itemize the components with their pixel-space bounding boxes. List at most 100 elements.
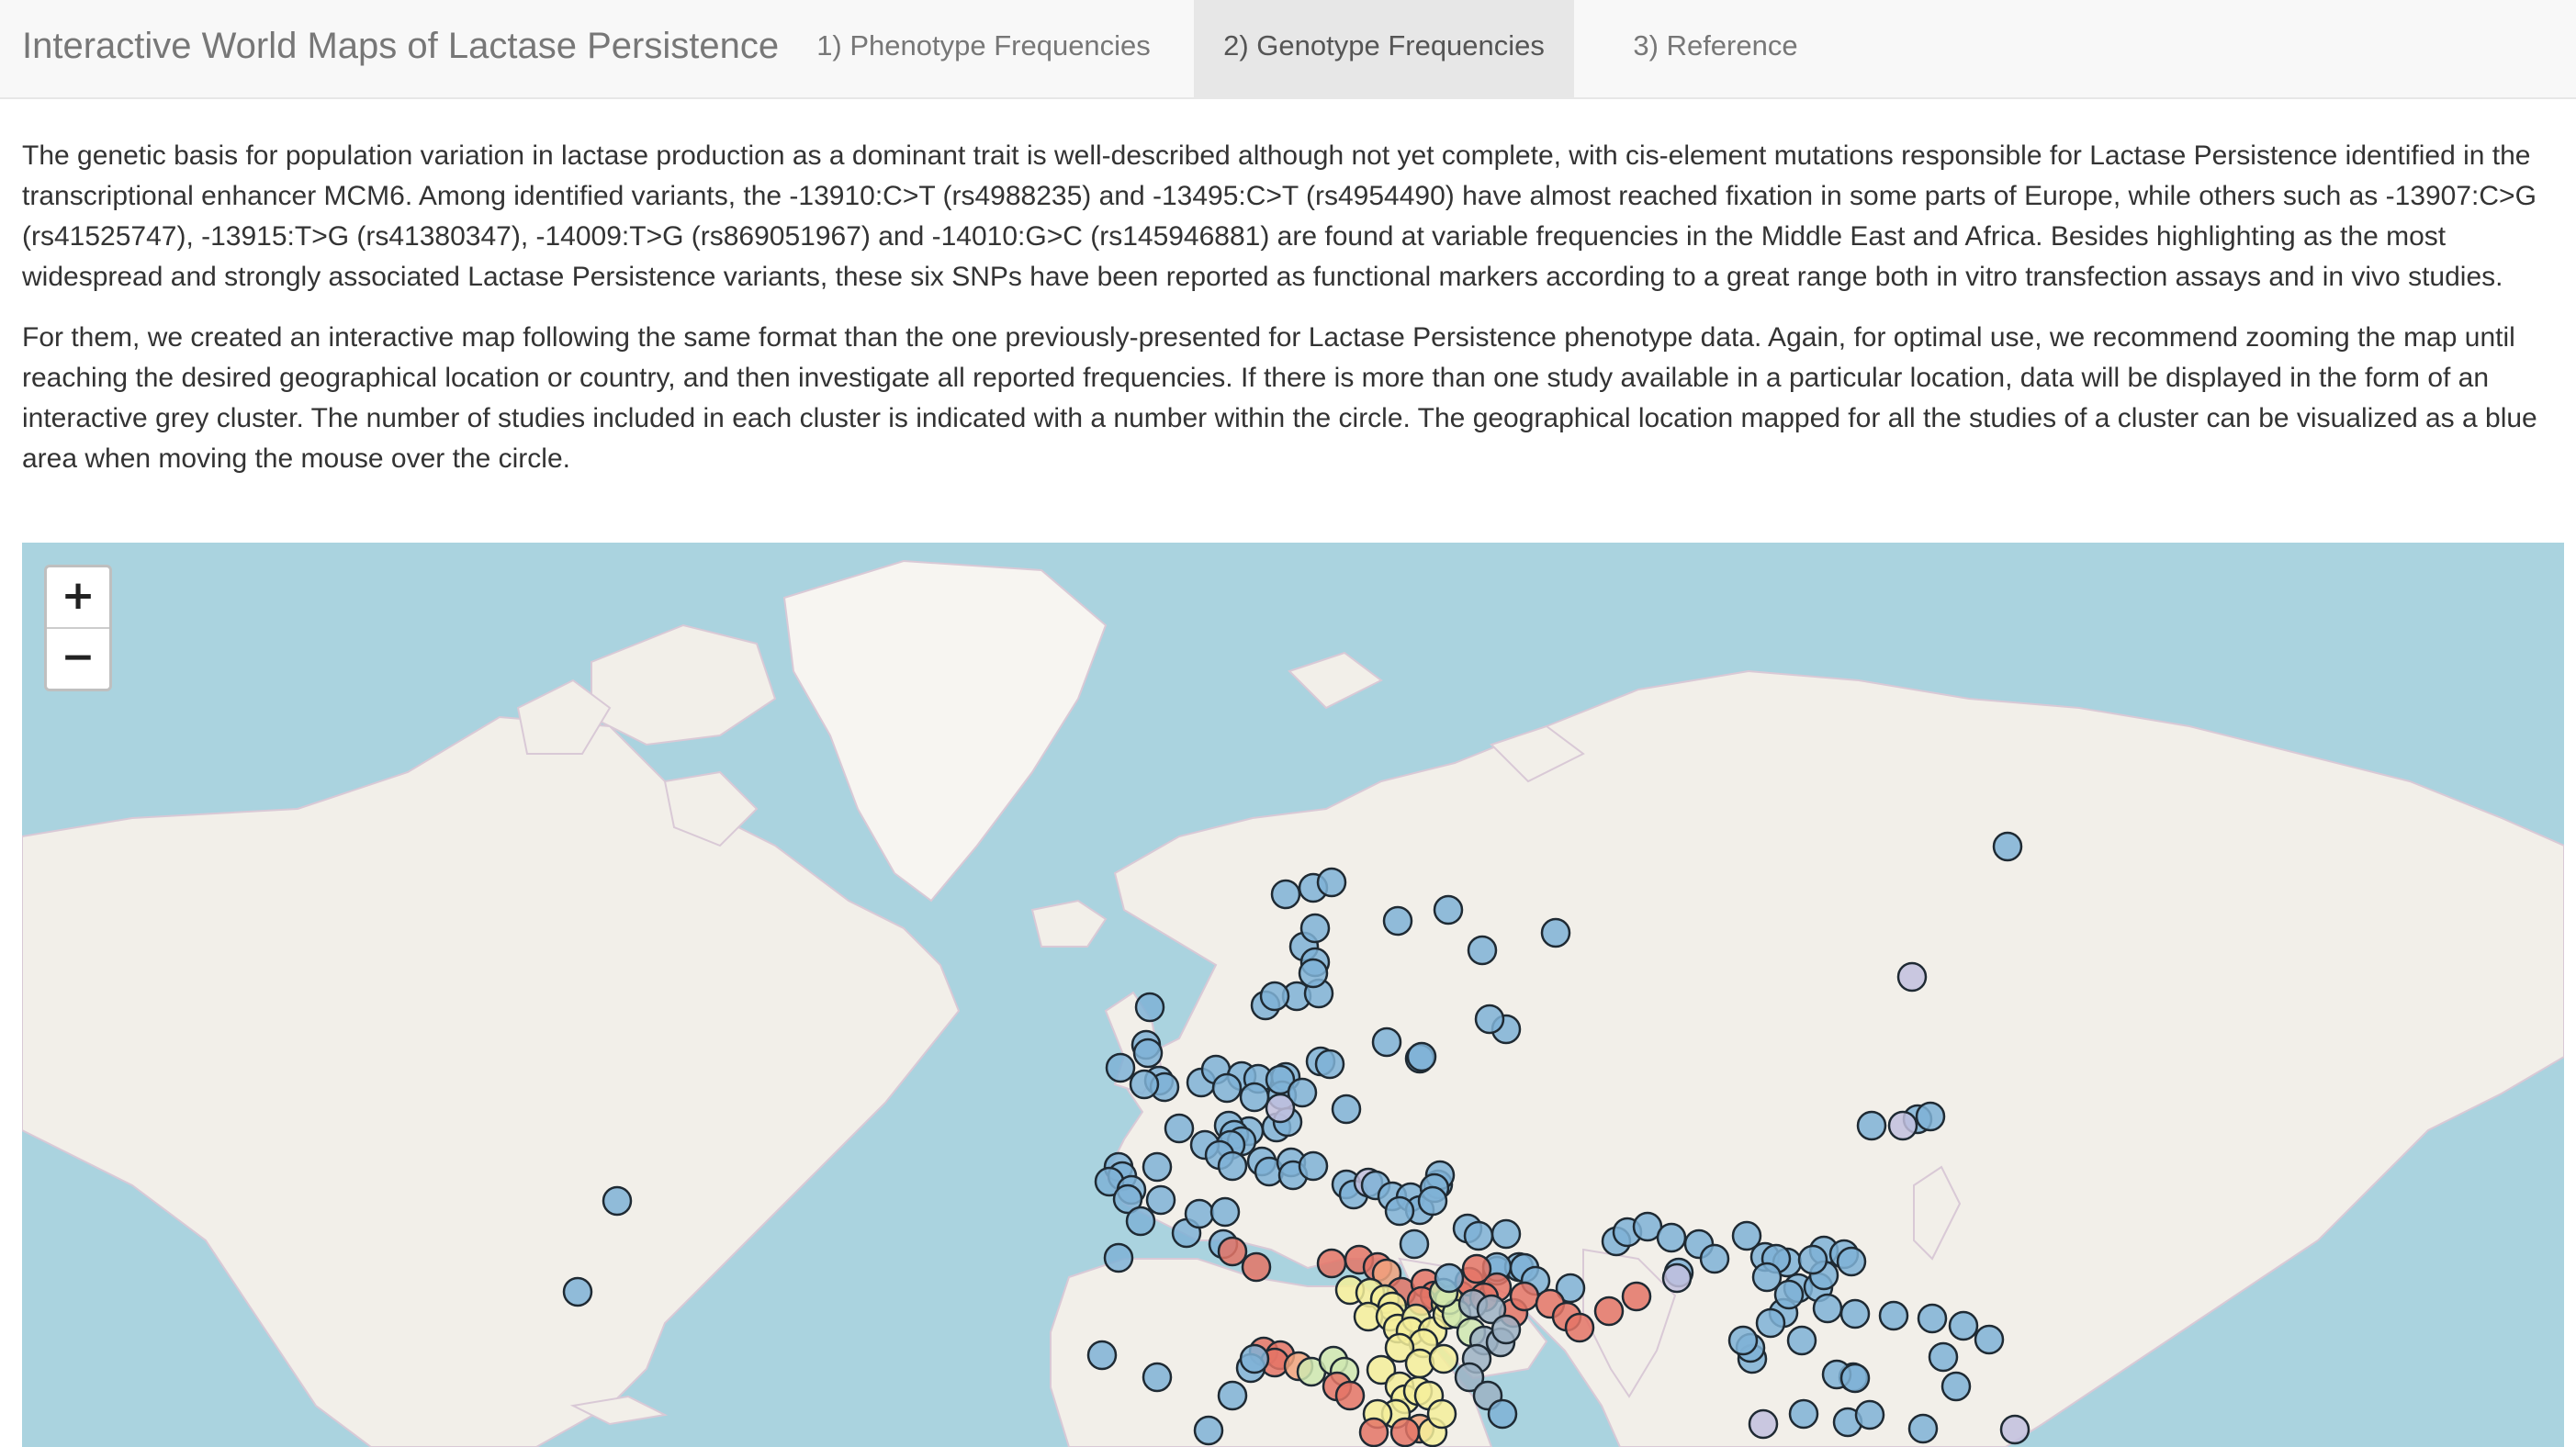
study-marker[interactable] [1406,1041,1437,1072]
study-marker[interactable] [1476,1294,1507,1325]
study-marker[interactable] [1399,1228,1430,1260]
study-marker[interactable] [1474,1004,1505,1035]
study-marker[interactable] [1755,1307,1786,1339]
study-marker[interactable] [1298,958,1329,989]
study-marker[interactable] [1417,1185,1448,1217]
study-marker[interactable] [1928,1341,1959,1373]
study-marker[interactable] [1299,913,1331,944]
study-marker[interactable] [1555,1273,1586,1304]
study-marker[interactable] [1142,1362,1173,1393]
study-marker[interactable] [1490,1314,1522,1345]
study-marker[interactable] [1540,917,1571,948]
map-tiles[interactable] [22,543,2564,1447]
study-marker[interactable] [1454,1362,1485,1393]
study-marker[interactable] [1656,1222,1687,1253]
study-marker[interactable] [1748,1408,1779,1440]
study-marker[interactable] [1839,1363,1871,1394]
study-marker[interactable] [1259,981,1290,1012]
study-marker[interactable] [1086,1340,1118,1371]
study-marker[interactable] [1773,1279,1805,1310]
study-marker[interactable] [1217,1150,1248,1182]
study-marker[interactable] [1134,992,1165,1023]
study-marker[interactable] [1428,1343,1459,1374]
study-marker[interactable] [1915,1101,1946,1132]
study-marker[interactable] [1917,1303,1948,1334]
tab-genotype-frequencies[interactable]: 2) Genotype Frequencies [1194,0,1574,97]
study-marker[interactable] [1564,1312,1595,1343]
study-marker[interactable] [1509,1281,1540,1312]
study-marker[interactable] [1103,1242,1134,1273]
study-marker[interactable] [1463,1220,1494,1251]
study-marker[interactable] [1316,867,1347,898]
study-marker[interactable] [1112,1183,1143,1215]
study-marker[interactable] [1461,1253,1492,1284]
study-marker[interactable] [1896,961,1928,993]
study-marker[interactable] [1265,1093,1296,1124]
study-marker[interactable] [1786,1325,1817,1356]
study-marker[interactable] [1812,1293,1843,1324]
study-marker[interactable] [1433,894,1464,925]
study-marker[interactable] [562,1276,593,1307]
study-marker[interactable] [1490,1218,1522,1250]
study-marker[interactable] [1270,879,1301,910]
study-marker[interactable] [1999,1414,2030,1445]
study-marker[interactable] [1132,1038,1164,1069]
study-marker[interactable] [1142,1151,1173,1183]
study-marker[interactable] [1661,1262,1693,1294]
study-marker[interactable] [1384,1195,1415,1227]
study-marker[interactable] [1287,1077,1318,1108]
tab-reference[interactable]: 3) Reference [1633,29,1798,62]
study-marker[interactable] [1467,935,1498,966]
study-marker[interactable] [1797,1244,1828,1275]
study-marker[interactable] [1217,1236,1248,1267]
study-marker[interactable] [1487,1398,1518,1430]
study-marker[interactable] [1334,1380,1366,1411]
study-marker[interactable] [1974,1324,2005,1355]
study-marker[interactable] [1632,1211,1663,1242]
study-marker[interactable] [1358,1417,1389,1447]
study-marker[interactable] [1404,1348,1435,1379]
study-marker[interactable] [1426,1398,1457,1430]
study-marker[interactable] [1731,1220,1762,1251]
tab-phenotype-frequencies[interactable]: 1) Phenotype Frequencies [816,29,1151,62]
study-marker[interactable] [1217,1380,1248,1411]
study-marker[interactable] [1621,1281,1652,1312]
study-marker[interactable] [1856,1110,1887,1141]
study-marker[interactable] [1145,1184,1176,1216]
study-marker[interactable] [1836,1246,1867,1277]
study-marker[interactable] [1371,1026,1402,1058]
study-marker[interactable] [1105,1052,1136,1083]
study-marker[interactable] [1239,1082,1270,1113]
study-marker[interactable] [1940,1371,1972,1402]
study-marker[interactable] [1314,1049,1345,1080]
study-marker[interactable] [1239,1343,1270,1374]
study-marker[interactable] [1298,1150,1329,1182]
study-marker[interactable] [1727,1325,1759,1356]
study-marker[interactable] [1948,1310,1979,1341]
study-marker[interactable] [1751,1262,1783,1293]
study-marker[interactable] [1593,1296,1625,1327]
study-marker[interactable] [1384,1332,1415,1363]
study-marker[interactable] [1382,905,1413,937]
study-marker[interactable] [1788,1398,1819,1430]
study-marker[interactable] [1878,1300,1909,1331]
study-marker[interactable] [1854,1399,1885,1430]
study-marker[interactable] [1316,1248,1347,1279]
study-marker[interactable] [1839,1298,1871,1329]
study-marker[interactable] [1331,1094,1362,1125]
world-map[interactable]: + − [22,543,2564,1447]
study-marker[interactable] [1434,1262,1465,1294]
study-marker[interactable] [1184,1198,1215,1229]
zoom-in-button[interactable]: + [47,567,109,629]
study-marker[interactable] [1209,1196,1241,1228]
study-marker[interactable] [1241,1251,1272,1283]
zoom-out-button[interactable]: − [61,634,96,680]
study-marker[interactable] [1129,1069,1160,1100]
study-marker[interactable] [1211,1072,1243,1104]
study-marker[interactable] [602,1185,633,1217]
study-marker[interactable] [1887,1110,1918,1141]
study-marker[interactable] [1193,1415,1224,1446]
app-title[interactable]: Interactive World Maps of Lactase Persis… [22,26,780,66]
study-marker[interactable] [1164,1113,1195,1144]
study-marker[interactable] [1389,1417,1421,1447]
